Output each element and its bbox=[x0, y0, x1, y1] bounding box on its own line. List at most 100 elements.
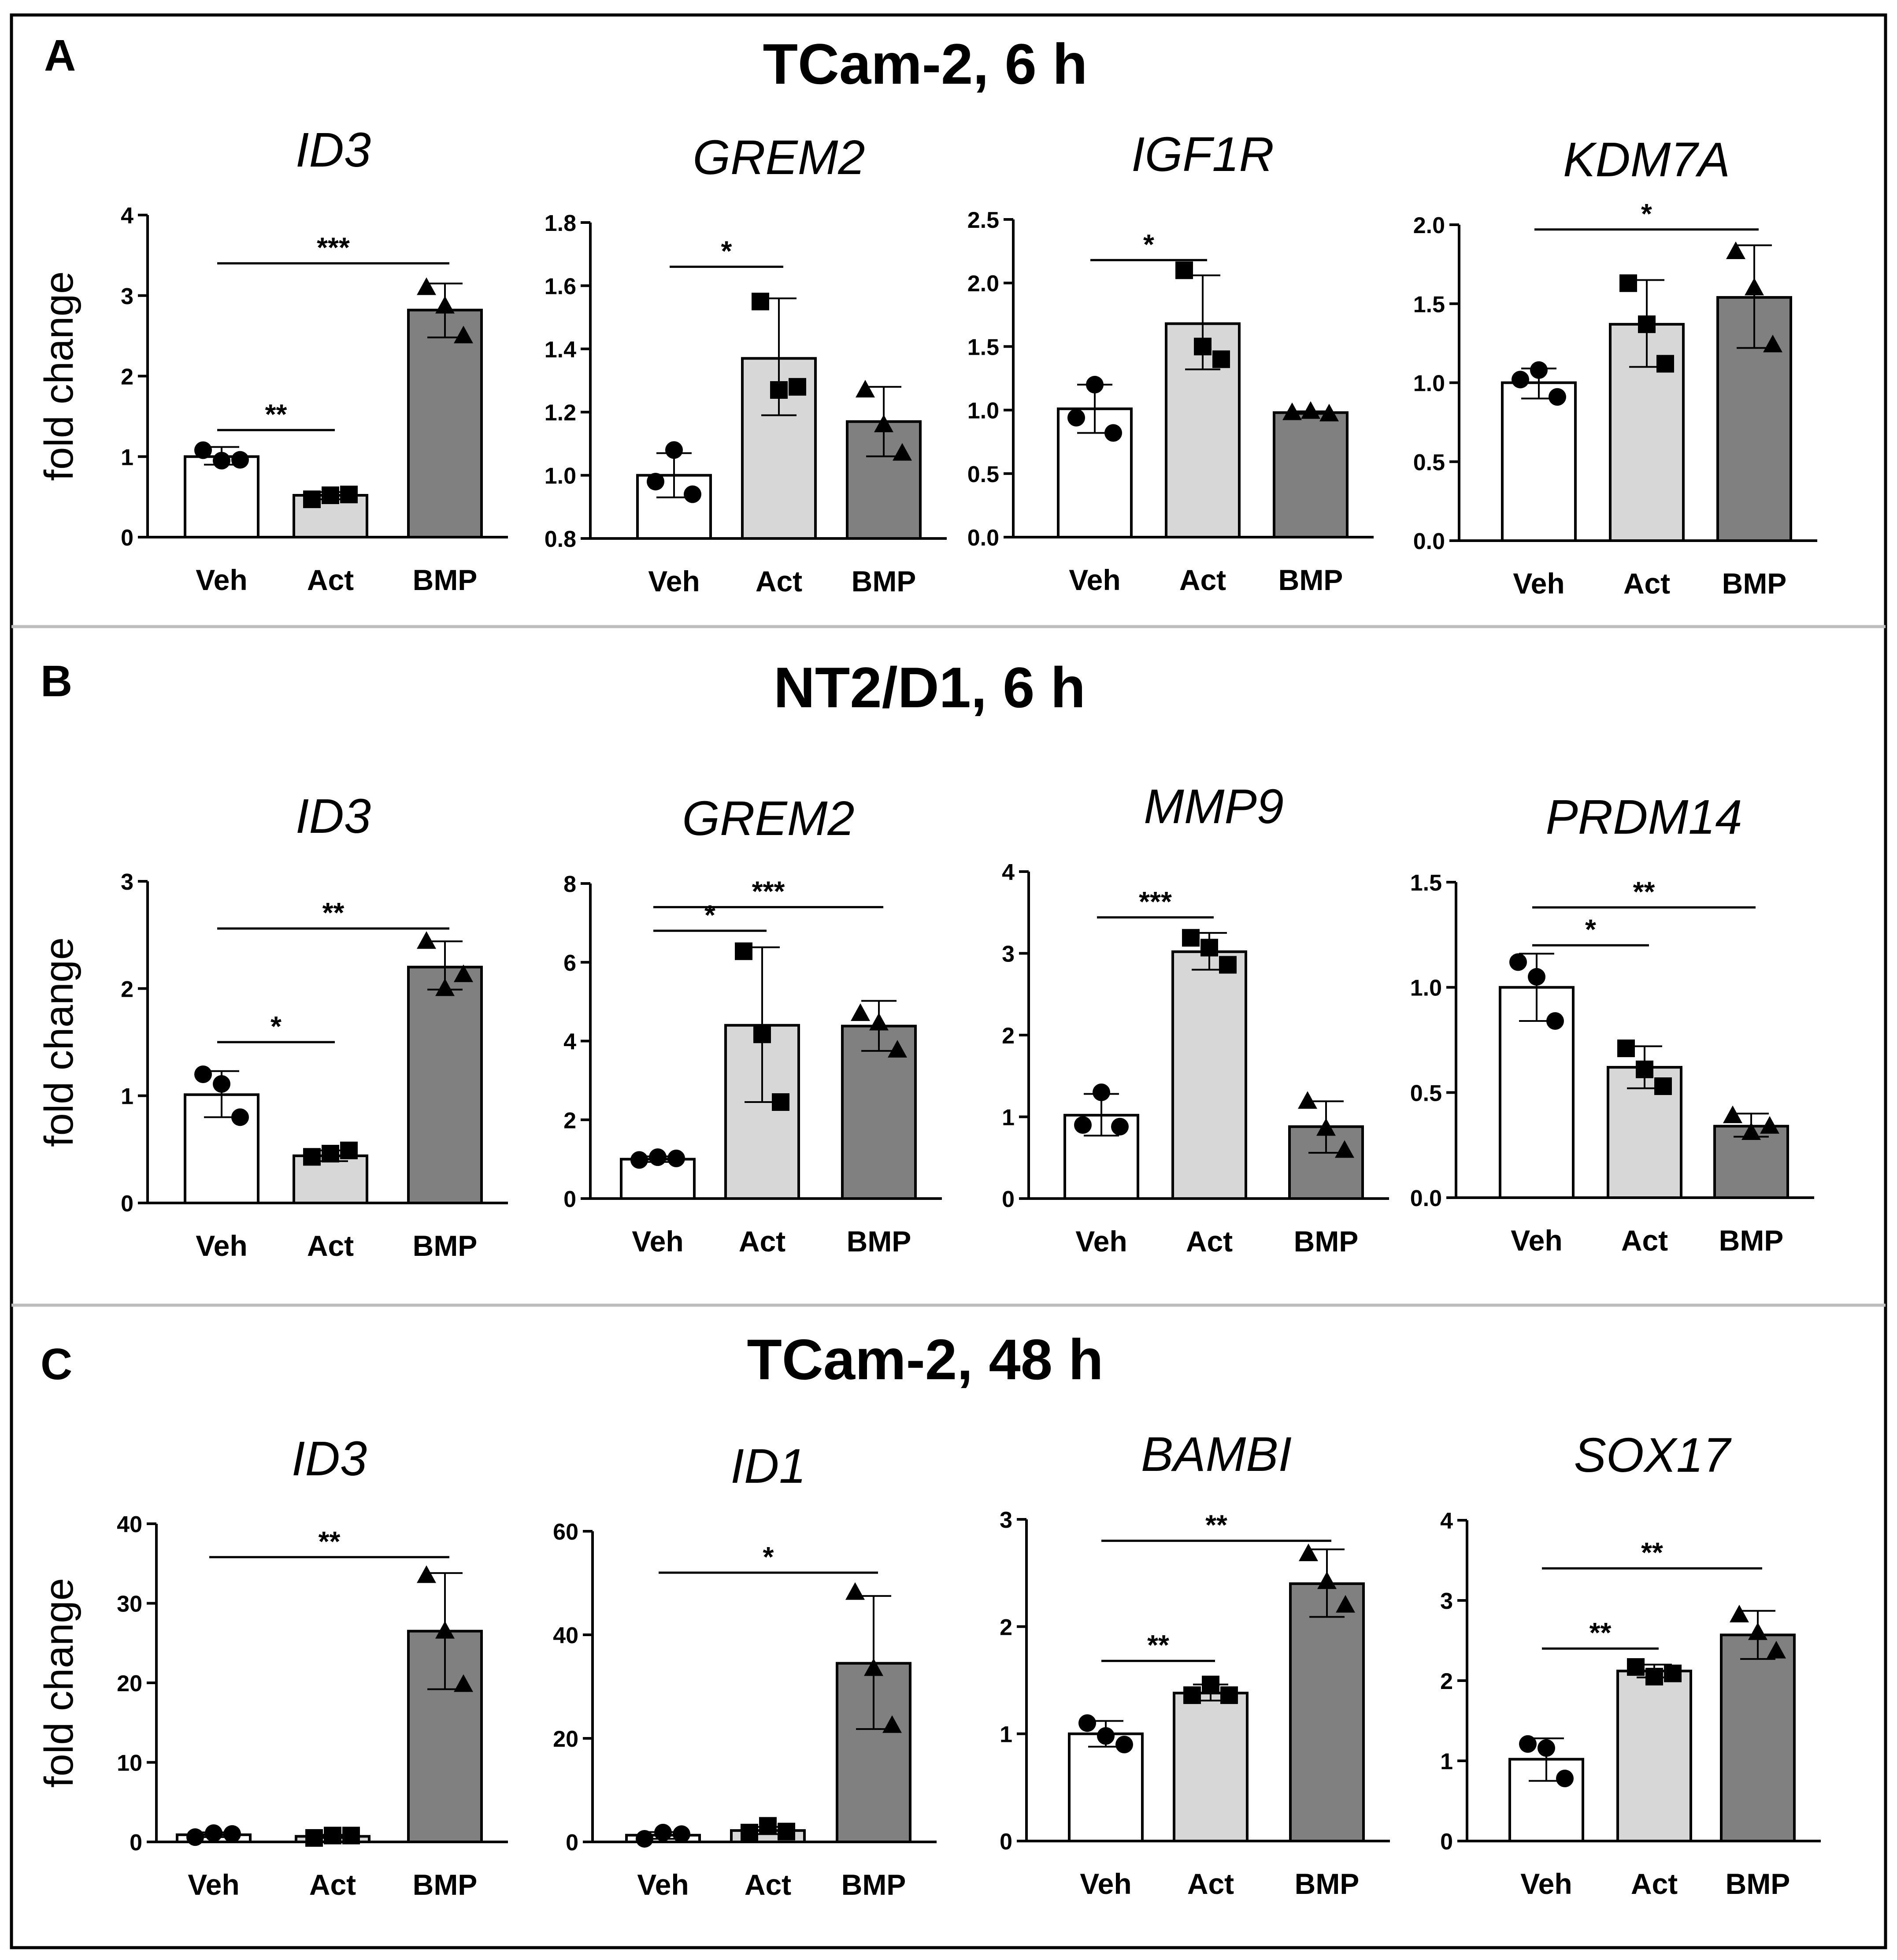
significance-label: ** bbox=[1205, 1509, 1227, 1541]
y-axis-label-b-id3: fold change bbox=[37, 937, 82, 1147]
data-point-veh bbox=[1093, 1083, 1110, 1101]
data-point-bmp bbox=[1299, 1543, 1318, 1561]
data-point-bmp bbox=[1335, 1140, 1354, 1158]
y-tick-label-b-id3: 0 bbox=[121, 1191, 133, 1217]
data-point-act bbox=[778, 1823, 795, 1841]
data-point-veh bbox=[1546, 1012, 1564, 1030]
chart-title-a-kdm7a: KDM7A bbox=[1563, 133, 1730, 187]
y-axis-label-a-id3: fold change bbox=[37, 271, 82, 481]
y-axis-label-c-id3: fold change bbox=[37, 1578, 82, 1788]
significance-label: ** bbox=[1589, 1617, 1612, 1648]
x-tick-label-bmp: BMP bbox=[1722, 567, 1787, 600]
significance-label: ** bbox=[1641, 1537, 1663, 1568]
data-point-veh bbox=[213, 452, 230, 470]
data-point-act bbox=[772, 1093, 789, 1111]
x-tick-label-bmp: BMP bbox=[1278, 564, 1343, 596]
significance-label: * bbox=[1585, 913, 1596, 945]
y-tick-label-a-id3: 1 bbox=[121, 445, 133, 470]
data-point-bmp bbox=[1763, 334, 1782, 353]
y-tick-label-a-kdm7a: 0.0 bbox=[1413, 529, 1445, 554]
data-point-bmp bbox=[454, 1674, 473, 1692]
y-tick-label-a-grem2: 1.4 bbox=[545, 337, 576, 363]
x-tick-label-bmp: BMP bbox=[413, 1868, 478, 1901]
panel-title-c: TCam-2, 48 h bbox=[747, 1327, 1103, 1392]
data-point-bmp bbox=[1745, 278, 1764, 296]
data-point-bmp bbox=[1316, 1118, 1336, 1136]
data-point-bmp bbox=[1301, 401, 1320, 419]
y-tick-label-c-id1: 60 bbox=[553, 1519, 578, 1545]
data-point-act bbox=[1636, 1060, 1653, 1078]
y-tick-label-b-grem2: 6 bbox=[563, 950, 576, 976]
data-point-veh bbox=[630, 1151, 648, 1169]
chart-title-b-mmp9: MMP9 bbox=[1144, 780, 1284, 834]
significance-label: ** bbox=[1633, 876, 1655, 907]
x-tick-label-act: Act bbox=[745, 1868, 791, 1901]
x-tick-label-veh: Veh bbox=[1075, 1225, 1127, 1258]
y-tick-label-c-id3: 0 bbox=[130, 1830, 142, 1856]
significance-label: * bbox=[721, 235, 732, 267]
y-tick-label-b-id3: 1 bbox=[121, 1084, 133, 1110]
y-tick-label-b-mmp9: 0 bbox=[1002, 1187, 1015, 1212]
significance-label: * bbox=[763, 1541, 774, 1573]
chart-title-a-igf1r: IGF1R bbox=[1131, 127, 1274, 182]
x-tick-label-bmp: BMP bbox=[1726, 1867, 1790, 1900]
y-tick-label-c-id3: 10 bbox=[117, 1751, 142, 1776]
y-tick-label-c-bambi: 0 bbox=[1000, 1829, 1012, 1855]
bar-veh bbox=[184, 455, 259, 538]
y-tick-label-b-mmp9: 1 bbox=[1002, 1105, 1015, 1131]
data-point-veh bbox=[213, 1075, 230, 1093]
x-tick-label-veh: Veh bbox=[1080, 1867, 1131, 1900]
data-point-act bbox=[1220, 1686, 1238, 1704]
data-point-act bbox=[1202, 1675, 1219, 1693]
y-tick-label-a-id3: 3 bbox=[121, 284, 133, 309]
significance-label: ** bbox=[322, 897, 345, 928]
data-point-act bbox=[322, 486, 339, 504]
chart-title-a-id3: ID3 bbox=[296, 123, 371, 177]
chart-c-bambi: BAMBI 0 1 2 3 Veh Act BMP ** ** bbox=[1000, 1427, 1390, 1900]
x-tick-label-act: Act bbox=[756, 565, 802, 598]
x-tick-label-bmp: BMP bbox=[1719, 1224, 1784, 1257]
data-point-veh bbox=[1097, 1727, 1115, 1745]
y-tick-label-a-kdm7a: 1.5 bbox=[1413, 292, 1445, 317]
y-tick-label-a-id3: 2 bbox=[121, 364, 133, 390]
y-tick-label-a-igf1r: 0.5 bbox=[967, 462, 999, 487]
y-tick-label-c-bambi: 2 bbox=[1000, 1615, 1012, 1640]
data-point-bmp bbox=[1767, 1641, 1786, 1659]
bar-bmp bbox=[407, 965, 483, 1205]
chart-title-c-sox17: SOX17 bbox=[1574, 1428, 1732, 1482]
y-tick-label-a-igf1r: 1.5 bbox=[967, 334, 999, 360]
y-tick-label-c-bambi: 1 bbox=[1000, 1722, 1012, 1748]
chart-title-c-id3: ID3 bbox=[292, 1432, 367, 1486]
significance-label: * bbox=[1143, 228, 1154, 260]
y-tick-label-a-kdm7a: 0.5 bbox=[1413, 450, 1445, 475]
bar-bmp bbox=[1273, 411, 1349, 538]
data-point-veh bbox=[231, 451, 249, 469]
data-point-act bbox=[741, 1823, 758, 1841]
data-point-bmp bbox=[856, 380, 875, 398]
x-tick-label-veh: Veh bbox=[1069, 564, 1120, 596]
y-tick-label-b-mmp9: 3 bbox=[1002, 942, 1015, 967]
data-point-bmp bbox=[454, 964, 473, 982]
data-point-act bbox=[324, 1826, 341, 1845]
data-point-act bbox=[1200, 939, 1218, 957]
y-tick-label-c-sox17: 3 bbox=[1440, 1589, 1453, 1614]
data-point-bmp bbox=[869, 1013, 889, 1031]
y-tick-label-c-sox17: 1 bbox=[1440, 1749, 1453, 1774]
y-tick-label-a-id3: 4 bbox=[121, 203, 133, 229]
y-tick-label-a-igf1r: 1.0 bbox=[967, 398, 999, 424]
bar-bmp bbox=[1289, 1582, 1365, 1842]
data-point-bmp bbox=[435, 296, 455, 314]
data-point-veh bbox=[1074, 1116, 1092, 1134]
data-point-veh bbox=[1104, 424, 1122, 442]
significance-label: * bbox=[704, 899, 715, 931]
data-point-act bbox=[340, 486, 358, 504]
x-tick-label-veh: Veh bbox=[188, 1868, 239, 1901]
chart-b-mmp9: MMP9 0 1 2 3 4 Veh Act BMP *** bbox=[1002, 780, 1389, 1258]
data-point-veh bbox=[1086, 375, 1104, 393]
y-tick-label-a-igf1r: 2.0 bbox=[967, 271, 999, 297]
significance-label: *** bbox=[752, 876, 785, 907]
data-point-bmp bbox=[845, 1582, 865, 1600]
data-point-bmp bbox=[1317, 1571, 1337, 1589]
y-tick-label-b-grem2: 8 bbox=[563, 872, 576, 897]
y-tick-label-b-prdm14: 1.5 bbox=[1410, 870, 1442, 896]
